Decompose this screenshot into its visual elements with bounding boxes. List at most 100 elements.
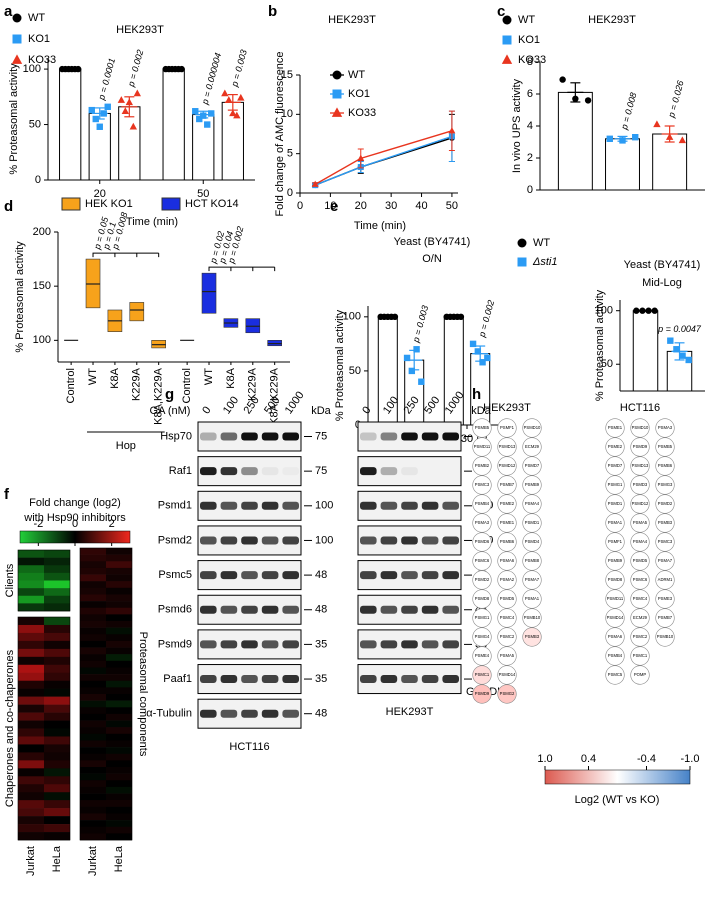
heatmap-cell	[80, 780, 106, 788]
heatmap-cell	[106, 780, 132, 788]
heatmap-cell	[18, 768, 44, 777]
group-label: Hop	[116, 440, 136, 452]
x-tick-label: 50	[446, 200, 458, 212]
colorbar-label: 1.0	[537, 753, 552, 765]
y-tick-label: 5	[287, 148, 293, 160]
heatmap-cell	[80, 660, 106, 668]
node	[605, 513, 625, 533]
heatmap-cell	[80, 654, 106, 662]
band	[261, 432, 279, 441]
node-label: PSMD12	[632, 501, 649, 506]
y-tick-label: 8	[527, 56, 533, 68]
node	[605, 437, 625, 457]
x-tick-label: 10	[324, 200, 336, 212]
marker	[357, 154, 365, 161]
heatmap-cell	[106, 674, 132, 682]
node-label: ECM29	[633, 615, 648, 620]
heatmap-cell	[18, 704, 44, 713]
bar	[118, 106, 141, 181]
heatmap-cell	[18, 800, 44, 809]
heatmap-cell	[44, 603, 70, 612]
node-label: PSMD11	[474, 444, 491, 449]
node-label: PSMB10	[524, 615, 541, 620]
band	[261, 571, 279, 580]
node	[655, 494, 675, 514]
legend-label: KO1	[28, 33, 50, 45]
y-tick-label: 0	[527, 184, 533, 196]
band	[421, 571, 439, 580]
band	[200, 501, 217, 510]
node-label: PSMD9	[633, 444, 648, 449]
heatmap-cell	[80, 581, 106, 589]
heatmap-cell	[106, 581, 132, 589]
heatmap-cell	[106, 561, 132, 569]
colorbar-label: 0.4	[581, 753, 596, 765]
band	[261, 467, 279, 476]
panel-letter: b	[268, 3, 277, 20]
x-tick-label: 30	[385, 200, 397, 212]
legend-label: KO1	[348, 88, 370, 100]
marker	[632, 134, 639, 141]
y-axis-label: Fold change of AMC fluorescence	[274, 51, 286, 216]
y-tick-label: 2	[527, 152, 533, 164]
group-title: HEK293T	[483, 402, 531, 414]
heatmap-cell	[80, 548, 106, 555]
x-tick-label: 30	[461, 433, 473, 445]
heatmap-cell	[44, 800, 70, 809]
heatmap-cell	[106, 707, 132, 715]
heatmap-cell	[44, 595, 70, 604]
marker	[88, 106, 95, 114]
p-value: p = 0.003	[229, 49, 249, 89]
band	[282, 501, 299, 510]
marker	[96, 123, 103, 130]
marker	[332, 70, 342, 80]
marker	[685, 356, 692, 364]
node-label: PSMD8	[475, 596, 490, 601]
node	[522, 532, 542, 552]
x-tick-label: K229A	[131, 367, 143, 401]
row-label: Psmc5	[158, 569, 192, 581]
marker	[484, 354, 491, 362]
heatmap-cell	[80, 594, 106, 602]
node-label: PSMC4	[500, 615, 515, 620]
node	[655, 513, 675, 533]
heatmap-cell	[18, 688, 44, 697]
node-label: PSMD8	[608, 577, 623, 582]
node	[630, 570, 650, 590]
lane-label: 500	[422, 394, 442, 416]
heatmap-cell	[106, 833, 132, 841]
node	[522, 437, 542, 457]
band	[200, 605, 217, 614]
heatmap-cell	[106, 747, 132, 755]
panel-letter: d	[4, 198, 13, 215]
p-value: p = 0.0047	[657, 324, 702, 334]
node-label: PSMD4	[525, 539, 540, 544]
column-label: Jurkat	[25, 846, 37, 876]
band	[360, 605, 377, 614]
node-label: PSMG1	[608, 482, 623, 487]
band	[442, 536, 459, 545]
marker	[502, 15, 512, 25]
heatmap-cell	[80, 740, 106, 748]
node-label: PSMB6	[658, 463, 673, 468]
chart-title: Fold change (log2)	[29, 497, 121, 509]
heatmap-cell	[80, 713, 106, 721]
bar	[557, 91, 593, 191]
heatmap-cell	[18, 672, 44, 682]
node	[655, 456, 675, 476]
node	[472, 646, 492, 666]
marker	[391, 313, 399, 321]
p-value: p = 0.026	[666, 79, 686, 119]
node	[655, 437, 675, 457]
heatmap-cell	[106, 654, 132, 662]
chart-title: HEK293T	[588, 14, 636, 26]
heatmap-cell	[106, 727, 132, 735]
marker	[121, 107, 130, 114]
heatmap-cell	[80, 640, 106, 648]
node	[655, 570, 675, 590]
heatmap-cell	[106, 634, 132, 642]
marker	[225, 96, 233, 103]
heatmap-cell	[80, 786, 106, 794]
colorbar-title: Log2 (WT vs KO)	[575, 794, 660, 806]
node-label: PSMG3	[658, 482, 673, 487]
